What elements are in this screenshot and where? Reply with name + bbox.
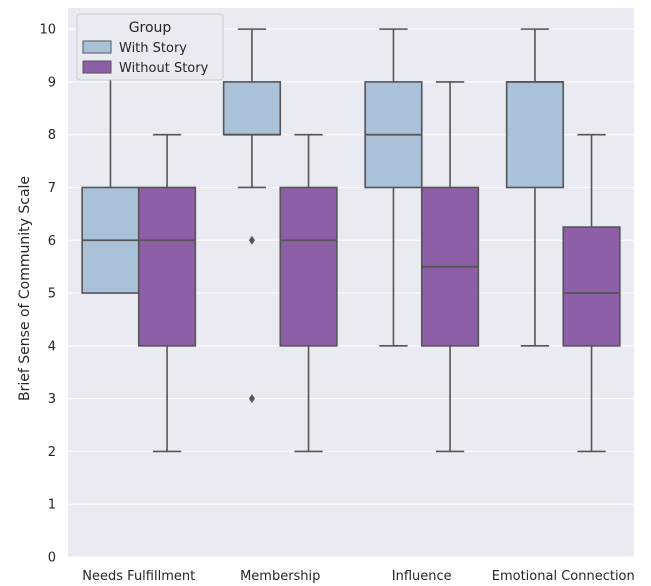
legend: Group With Story Without Story (76, 13, 224, 81)
outlier-point (248, 394, 255, 404)
x-tick-label: Needs Fulfillment (82, 569, 195, 584)
box (364, 28, 423, 347)
y-tick-label: 0 (48, 551, 56, 566)
legend-swatch (82, 60, 112, 74)
y-tick-label: 2 (48, 445, 56, 460)
y-tick-label: 4 (48, 339, 56, 354)
x-tick-label: Membership (240, 569, 320, 584)
y-axis-label: Brief Sense of Community Scale (17, 176, 33, 401)
x-axis-ticks: Needs Fulfillment Membership Influence Emot… (82, 569, 634, 584)
box-iqr (222, 81, 282, 136)
box-iqr (505, 81, 565, 189)
y-tick-label: 1 (48, 498, 56, 513)
box (420, 81, 480, 453)
y-tick-label: 8 (48, 128, 56, 143)
y-tick-label: 7 (48, 181, 56, 196)
box (222, 28, 282, 404)
legend-label: With Story (119, 41, 187, 56)
y-tick-label: 9 (48, 75, 56, 90)
legend-frame (76, 13, 224, 81)
x-tick-label: Influence (392, 569, 452, 584)
box-iqr (137, 186, 197, 347)
legend-items: With Story Without Story (82, 40, 209, 76)
y-tick-label: 5 (48, 287, 56, 302)
y-tick-label: 3 (48, 392, 56, 407)
legend-label: Without Story (119, 61, 209, 76)
box-iqr (562, 226, 621, 347)
y-axis-ticks: 0 1 2 3 4 5 6 7 8 9 10 (39, 23, 56, 566)
box (562, 133, 621, 453)
legend-title: Group (129, 20, 172, 36)
y-tick-label: 10 (39, 23, 56, 38)
box (137, 133, 197, 453)
box-iqr (279, 186, 338, 347)
x-tick-label: Emotional Connection (492, 569, 635, 584)
legend-swatch (82, 40, 112, 54)
box (279, 133, 338, 453)
boxes (81, 28, 621, 453)
outlier-point (248, 235, 255, 245)
box (505, 28, 565, 347)
y-tick-label: 6 (48, 234, 56, 249)
